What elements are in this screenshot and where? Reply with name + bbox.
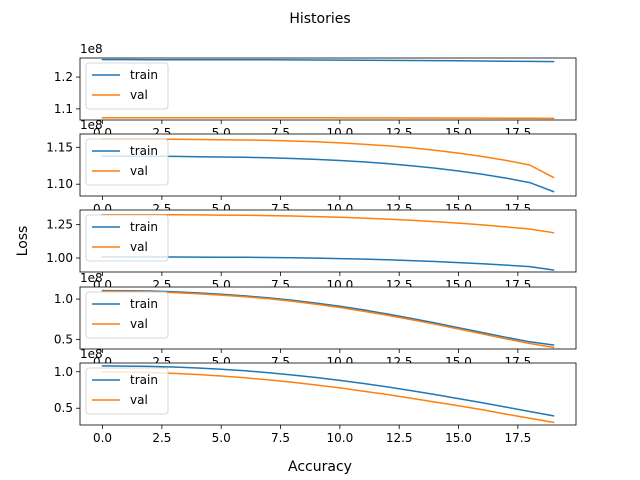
series-line-train	[101, 289, 555, 346]
x-tick-label: 17.5	[504, 431, 531, 445]
axis-offset-text: 1e8	[80, 118, 103, 132]
legend-label-val: val	[130, 317, 148, 331]
y-axis-label: Loss	[15, 226, 31, 257]
x-tick-label: 10.0	[327, 431, 354, 445]
legend-label-train: train	[130, 373, 158, 387]
y-tick-label: 1.1	[54, 102, 73, 116]
y-tick-label: 1.0	[54, 365, 73, 379]
series-line-train	[101, 365, 555, 417]
subplot-5: 0.0 2.5 5.0 7.5 10.0 12.5 15.0 17.5 0.5 1.0 1e8 tra…	[54, 347, 577, 445]
y-tick-label: 1.15	[46, 140, 73, 154]
legend-label-val: val	[130, 164, 148, 178]
series-line-val	[101, 138, 555, 179]
axis-offset-text: 1e8	[80, 271, 103, 285]
legend-label-val: val	[130, 393, 148, 407]
legend-label-train: train	[130, 144, 158, 158]
legend-label-val: val	[130, 240, 148, 254]
x-tick-label: 7.5	[271, 431, 290, 445]
series-line-train	[101, 58, 555, 63]
axes-frame	[79, 362, 577, 426]
chart-title: Histories	[289, 11, 350, 27]
series-line-val	[101, 290, 555, 349]
x-tick-label: 15.0	[445, 431, 472, 445]
series-line-val	[101, 371, 555, 424]
x-tick-label: 0.0	[93, 431, 112, 445]
x-axis-label: Accuracy	[288, 459, 352, 475]
series-line-train	[101, 155, 555, 193]
legend-label-val: val	[130, 88, 148, 102]
series-line-train	[101, 256, 555, 271]
subplot-panels: 0.0 2.5 5.0 7.5 10.0 12.5 15.0 17.5 1.1 1.2 1e8 tra…	[46, 42, 577, 445]
axis-offset-text: 1e8	[80, 42, 103, 56]
axes-frame	[79, 286, 577, 350]
y-tick-label: 1.10	[46, 177, 73, 191]
y-tick-label: 0.5	[54, 332, 73, 346]
x-tick-label: 12.5	[386, 431, 413, 445]
axes-frame	[79, 57, 577, 121]
subplot-3: 0.0 2.5 5.0 7.5 10.0 12.5 15.0 17.51.001.25 trai…	[46, 209, 577, 292]
y-tick-label: 0.5	[54, 401, 73, 415]
subplot-1: 0.0 2.5 5.0 7.5 10.0 12.5 15.0 17.51.11.21e8tra…	[54, 42, 577, 140]
y-tick-label: 1.0	[54, 292, 73, 306]
subplot-2: 0.0 2.5 5.0 7.5 10.0 12.5 15.0 17.51.101.151e8t…	[46, 118, 577, 216]
y-tick-label: 1.25	[46, 218, 73, 232]
series-line-val	[101, 213, 555, 234]
axis-offset-text: 1e8	[80, 347, 103, 361]
y-tick-label: 1.00	[46, 251, 73, 265]
legend-label-train: train	[130, 68, 158, 82]
x-tick-label: 5.0	[212, 431, 231, 445]
y-tick-label: 1.2	[54, 70, 73, 84]
legend-label-train: train	[130, 297, 158, 311]
axes-frame	[79, 133, 577, 197]
series-line-val	[101, 117, 555, 120]
axes-frame	[79, 209, 577, 273]
x-tick-label: 2.5	[152, 431, 171, 445]
legend-label-train: train	[130, 220, 158, 234]
